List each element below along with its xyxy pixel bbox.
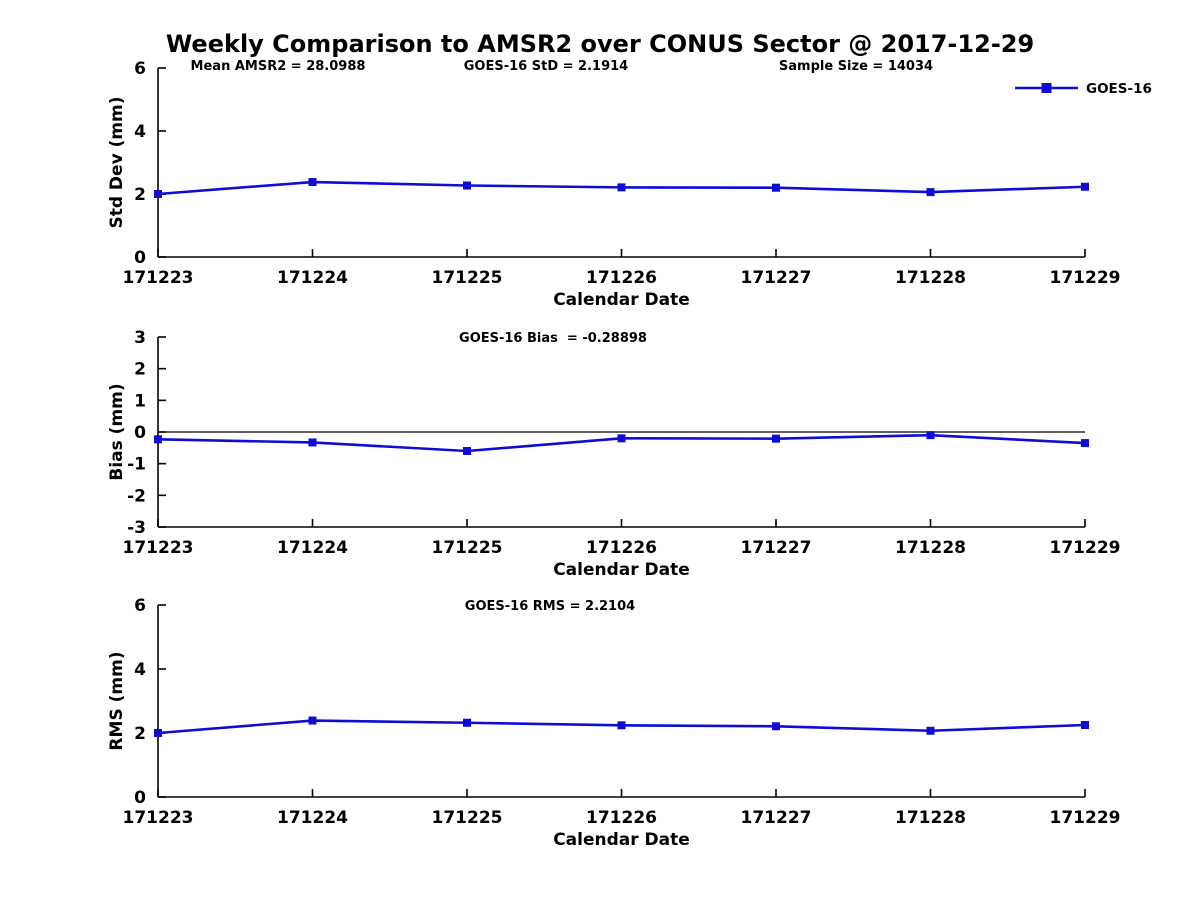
std-dev-panel-x-tick-label: 171225 bbox=[432, 268, 503, 288]
bias-panel-y-axis-label: Bias (mm) bbox=[107, 383, 127, 480]
std-dev-panel-x-tick-label: 171228 bbox=[895, 268, 966, 288]
std-dev-panel-annotation: Mean AMSR2 = 28.0988 bbox=[191, 59, 366, 74]
bias-panel-x-tick-label: 171228 bbox=[895, 538, 966, 558]
rms-panel-x-tick-label: 171227 bbox=[741, 808, 812, 828]
bias-panel-y-tick-label: 2 bbox=[134, 360, 146, 380]
std-dev-panel-data-point-marker bbox=[1081, 182, 1089, 191]
std-dev-panel-y-tick-label: 0 bbox=[134, 248, 146, 268]
bias-panel-y-tick-label: -3 bbox=[127, 518, 146, 538]
bias-panel-data-point-marker bbox=[926, 431, 935, 440]
bias-panel-data-point-marker bbox=[463, 447, 471, 455]
std-dev-panel-data-point-marker bbox=[308, 178, 317, 187]
std-dev-panel-data-point-marker bbox=[463, 181, 471, 190]
std-dev-panel-data-point-marker bbox=[926, 188, 935, 197]
bias-panel-x-tick-label: 171223 bbox=[123, 538, 194, 558]
std-dev-panel-x-tick-label: 171226 bbox=[586, 268, 657, 288]
bias-panel-x-tick-label: 171224 bbox=[277, 538, 348, 558]
rms-panel-y-axis-label: RMS (mm) bbox=[107, 651, 127, 750]
std-dev-panel-y-tick-label: 2 bbox=[134, 185, 146, 205]
bias-panel-y-tick-label: -1 bbox=[127, 455, 146, 475]
std-dev-panel-annotation: Sample Size = 14034 bbox=[779, 59, 933, 74]
std-dev-panel-annotation: GOES-16 StD = 2.1914 bbox=[464, 59, 628, 74]
rms-panel-x-axis-label: Calendar Date bbox=[553, 830, 690, 850]
std-dev-panel-y-tick-label: 6 bbox=[134, 59, 146, 79]
rms-panel-x-tick-label: 171228 bbox=[895, 808, 966, 828]
rms-panel-data-point-marker bbox=[154, 729, 162, 737]
std-dev-panel-x-tick-label: 171227 bbox=[741, 268, 812, 288]
rms-panel-data-point-marker bbox=[926, 726, 935, 735]
std-dev-panel-x-tick-label: 171223 bbox=[123, 268, 194, 288]
rms-panel-data-point-marker bbox=[308, 716, 317, 725]
rms-panel-y-tick-label: 2 bbox=[134, 724, 146, 744]
std-dev-panel-x-axis-label: Calendar Date bbox=[553, 290, 690, 310]
bias-panel-data-point-marker bbox=[1081, 439, 1089, 448]
figure-title: Weekly Comparison to AMSR2 over CONUS Se… bbox=[165, 30, 1035, 58]
std-dev-panel-data-point-marker bbox=[154, 190, 162, 198]
bias-panel-y-tick-label: 3 bbox=[134, 328, 146, 348]
bias-panel-x-tick-label: 171226 bbox=[586, 538, 657, 558]
rms-panel-data-point-marker bbox=[772, 722, 780, 731]
std-dev-panel-y-axis-label: Std Dev (mm) bbox=[107, 96, 127, 228]
rms-panel-data-point-marker bbox=[1081, 721, 1089, 729]
bias-panel-y-tick-label: -2 bbox=[127, 486, 146, 506]
std-dev-panel-x-tick-label: 171229 bbox=[1050, 268, 1121, 288]
rms-panel-data-point-marker bbox=[463, 718, 471, 727]
rms-panel-x-tick-label: 171223 bbox=[123, 808, 194, 828]
std-dev-panel-data-point-marker bbox=[617, 183, 626, 192]
bias-panel-y-tick-label: 1 bbox=[134, 391, 146, 411]
bias-panel-x-tick-label: 171227 bbox=[741, 538, 812, 558]
bias-panel-data-point-marker bbox=[154, 435, 162, 444]
rms-panel-x-tick-label: 171224 bbox=[277, 808, 348, 828]
bias-panel-data-point-marker bbox=[617, 434, 626, 443]
rms-panel-x-tick-label: 171225 bbox=[432, 808, 503, 828]
rms-panel-x-tick-label: 171229 bbox=[1050, 808, 1121, 828]
rms-panel-y-tick-label: 4 bbox=[134, 660, 146, 680]
bias-panel-x-tick-label: 171229 bbox=[1050, 538, 1121, 558]
bias-panel-x-axis-label: Calendar Date bbox=[553, 560, 690, 580]
std-dev-panel-data-point-marker bbox=[772, 183, 780, 192]
rms-panel-y-tick-label: 0 bbox=[134, 788, 146, 808]
legend-square-marker-icon bbox=[1041, 83, 1052, 93]
std-dev-panel-x-tick-label: 171224 bbox=[277, 268, 348, 288]
rms-panel-data-point-marker bbox=[617, 721, 626, 730]
rms-panel-y-tick-label: 6 bbox=[134, 596, 146, 616]
legend-label: GOES-16 bbox=[1086, 81, 1152, 97]
bias-panel-annotation: GOES-16 Bias = -0.28898 bbox=[459, 331, 647, 346]
bias-panel-x-tick-label: 171225 bbox=[432, 538, 503, 558]
std-dev-panel-y-tick-label: 4 bbox=[134, 122, 146, 142]
bias-panel-y-tick-label: 0 bbox=[134, 423, 146, 443]
bias-panel-data-point-marker bbox=[772, 434, 780, 443]
rms-panel-x-tick-label: 171226 bbox=[586, 808, 657, 828]
rms-panel-annotation: GOES-16 RMS = 2.2104 bbox=[465, 599, 635, 614]
bias-panel-data-point-marker bbox=[308, 438, 317, 447]
